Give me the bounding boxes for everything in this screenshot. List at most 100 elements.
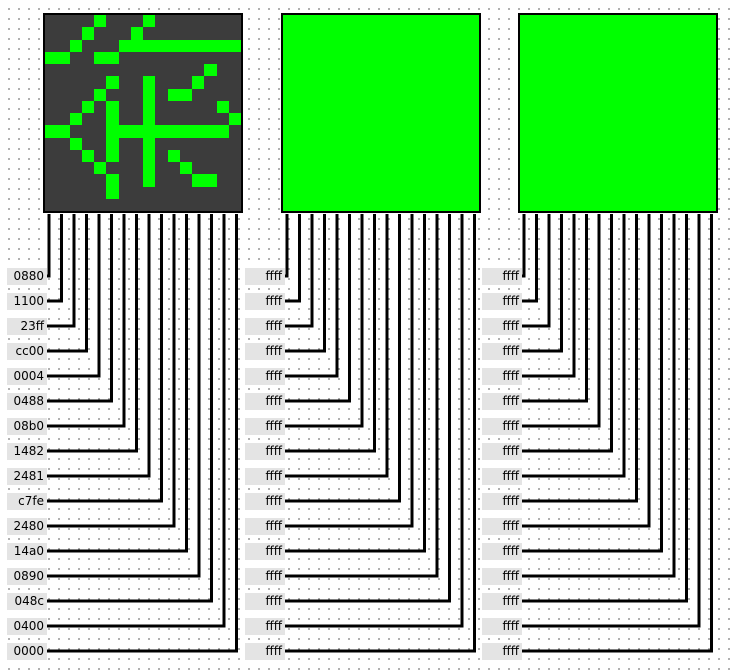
led-cell [356,198,370,212]
led-matrix-3[interactable] [518,13,718,213]
led-cell [179,174,193,187]
pin-constant[interactable]: ffff [245,493,285,510]
pin-constant[interactable]: ffff [482,518,522,535]
pin-constant[interactable]: ffff [482,543,522,560]
pin-constant[interactable]: 08b0 [7,418,47,435]
pin-constant[interactable]: ffff [482,418,522,435]
led-cell [544,137,558,151]
pin-constant[interactable]: ffff [482,618,522,635]
pin-constant[interactable]: ffff [245,293,285,310]
led-cell [393,149,406,163]
led-cell [703,27,717,40]
pin-constant[interactable]: ffff [245,518,285,535]
led-cell [466,125,480,138]
wire [522,214,688,603]
led-cell [167,113,181,126]
led-cell [466,100,480,114]
pin-constant[interactable]: ffff [482,343,522,360]
led-cell [204,149,217,163]
led-cell [307,27,321,40]
led-cell [143,64,156,77]
pin-constant[interactable]: 0004 [7,368,47,385]
pin-constant[interactable]: ffff [482,368,522,385]
pin-constant[interactable]: 048c [7,593,47,610]
pin-constant[interactable]: c7fe [7,493,47,510]
pin-constant[interactable]: ffff [245,593,285,610]
led-cell [581,125,594,138]
led-cell [618,113,631,126]
pin-constant[interactable]: ffff [482,493,522,510]
pin-constant[interactable]: 0488 [7,393,47,410]
led-cell [45,39,58,53]
pin-constant[interactable]: ffff [482,643,522,660]
wire [285,214,426,553]
pin-constant[interactable]: 0890 [7,568,47,585]
led-cell [381,51,394,65]
pin-constant[interactable]: 1482 [7,443,47,460]
pin-constant[interactable]: ffff [482,318,522,335]
led-cell [544,27,558,40]
led-cell [204,64,217,77]
led-cell [356,186,370,200]
led-cell [642,125,656,138]
pin-constant[interactable]: ffff [245,418,285,435]
led-cell [228,198,242,212]
led-cell [130,27,144,40]
pin-constant[interactable]: ffff [245,543,285,560]
pin-constant[interactable]: ffff [245,368,285,385]
pin-constant[interactable]: 0400 [7,618,47,635]
led-cell [393,137,406,151]
pin-constant[interactable]: cc00 [7,343,47,360]
pin-constant[interactable]: ffff [245,643,285,660]
pin-constant[interactable]: ffff [482,593,522,610]
pin-constant[interactable]: ffff [245,393,285,410]
led-cell [381,137,394,151]
pin-constant[interactable]: ffff [482,268,522,285]
led-cell [155,76,168,89]
led-cell [618,137,631,151]
led-cell [691,15,705,28]
pin-constant[interactable]: ffff [482,568,522,585]
led-cell [307,174,321,187]
pin-constant[interactable]: ffff [482,293,522,310]
pin-constant[interactable]: ffff [245,468,285,485]
led-cell [569,149,582,163]
led-cell [228,149,242,163]
pin-constant[interactable]: ffff [245,443,285,460]
pin-constant[interactable]: 1100 [7,293,47,310]
led-cell [295,88,308,102]
led-cell [454,149,468,163]
pin-constant[interactable]: ffff [245,268,285,285]
wire [47,214,226,628]
pin-constant[interactable]: 0000 [7,643,47,660]
led-cell [691,76,705,89]
led-cell [691,39,705,53]
pin-constant[interactable]: ffff [482,443,522,460]
pin-constant[interactable]: ffff [245,343,285,360]
pin-constant[interactable]: 0880 [7,268,47,285]
led-cell [630,162,643,175]
led-matrix-2[interactable] [281,13,481,213]
led-cell [45,76,58,89]
led-cell [94,149,107,163]
led-matrix-1[interactable] [43,13,243,213]
led-cell [569,174,582,187]
led-cell [532,113,545,126]
pin-constant[interactable]: 14a0 [7,543,47,560]
pin-constant[interactable]: 2480 [7,518,47,535]
led-cell [642,198,656,212]
pin-constant[interactable]: ffff [482,393,522,410]
pin-constant[interactable]: 23ff [7,318,47,335]
pin-constant[interactable]: ffff [482,468,522,485]
wire [522,214,538,303]
led-cell [556,76,570,89]
pin-constant[interactable]: ffff [245,568,285,585]
led-cell [167,51,181,65]
pin-constant[interactable]: ffff [245,318,285,335]
led-cell [167,64,181,77]
pin-constant[interactable]: 2481 [7,468,47,485]
pin-constant[interactable]: ffff [245,618,285,635]
led-cell [405,39,419,53]
led-cell [143,76,156,89]
